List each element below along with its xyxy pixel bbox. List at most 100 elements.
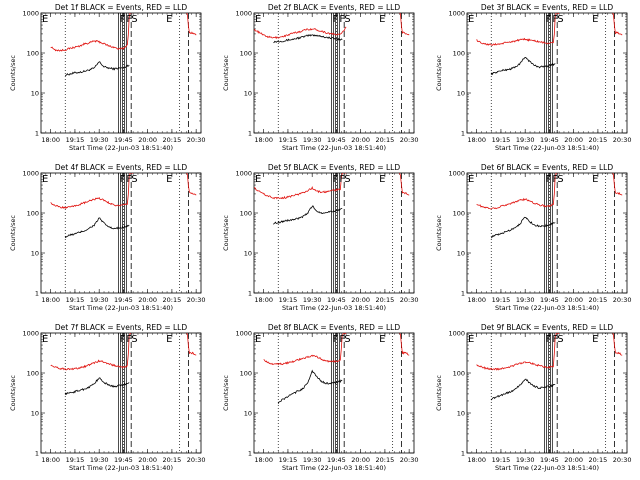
segment-marker-e: E — [255, 14, 261, 25]
segment-marker-e: E — [166, 334, 172, 345]
x-tick-label: 20:30 — [400, 136, 419, 144]
reference-lines — [277, 173, 402, 293]
x-tick-label: 20:30 — [187, 296, 206, 304]
series-group — [476, 173, 623, 239]
x-axis-label: Start Time (22-Jun-03 18:51:40) — [495, 144, 599, 152]
events-series-line — [490, 216, 556, 239]
y-tick-label: 1000 — [235, 330, 252, 338]
x-tick-label: 20:00 — [351, 296, 370, 304]
segment-marker-e: E — [468, 174, 474, 185]
events-series-line — [64, 217, 130, 239]
reference-lines — [490, 13, 615, 133]
lld-series-line — [612, 13, 623, 36]
x-tick-label: 20:00 — [138, 136, 157, 144]
lld-series-line — [476, 333, 560, 371]
y-axis-label: Counts/sec — [222, 375, 230, 411]
y-tick-label: 10 — [457, 90, 465, 98]
y-tick-label: 1000 — [22, 170, 39, 178]
y-tick-label: 10 — [244, 410, 252, 418]
x-tick-label: 20:15 — [163, 456, 182, 464]
axes-frame — [466, 332, 628, 454]
x-tick-label: 20:00 — [564, 136, 583, 144]
x-tick-label: 19:15 — [66, 136, 85, 144]
segment-marker-f: F — [552, 14, 558, 25]
x-axis-label: Start Time (22-Jun-03 18:51:40) — [282, 464, 386, 472]
x-tick-label: 19:30 — [90, 456, 109, 464]
lld-series-line — [612, 173, 623, 196]
segment-marker-f: F — [546, 174, 552, 185]
x-tick-label: 19:45 — [540, 456, 559, 464]
y-tick-label: 100 — [453, 370, 465, 378]
y-tick-label: 10 — [31, 410, 39, 418]
axes-frame — [466, 172, 628, 294]
x-tick-label: 19:15 — [66, 296, 85, 304]
events-series-line — [64, 61, 130, 77]
y-tick-label: 100 — [240, 210, 252, 218]
y-tick-label: 1000 — [235, 170, 252, 178]
lld-series-line — [186, 333, 197, 356]
segment-marker-f: F — [120, 174, 126, 185]
axes-frame — [253, 172, 415, 294]
lld-series-line — [476, 173, 560, 210]
x-tick-label: 20:00 — [138, 296, 157, 304]
reference-lines — [277, 333, 402, 453]
x-tick-label: 20:00 — [351, 136, 370, 144]
y-tick-label: 10 — [31, 90, 39, 98]
reference-lines — [277, 13, 402, 133]
x-tick-label: 19:45 — [114, 456, 133, 464]
x-tick-label: 20:15 — [163, 296, 182, 304]
x-tick-label: 19:30 — [516, 136, 535, 144]
segment-marker-e: E — [379, 174, 385, 185]
y-tick-label: 1000 — [448, 170, 465, 178]
x-tick-label: 20:30 — [613, 136, 632, 144]
chart-panel-4: Det 4f BLACK = Events, RED = LLD 1 10 100 10… — [9, 163, 206, 312]
x-tick-label: 19:15 — [492, 136, 511, 144]
segment-marker-f: F — [126, 174, 132, 185]
y-tick-label: 10 — [457, 410, 465, 418]
segment-marker-f: F — [546, 334, 552, 345]
y-tick-label: 1 — [35, 130, 39, 138]
x-tick-label: 18:00 — [254, 296, 273, 304]
lld-series-line — [186, 173, 197, 196]
segment-marker-s: S — [557, 334, 563, 345]
x-tick-label: 18:00 — [41, 296, 60, 304]
x-tick-label: 20:30 — [187, 456, 206, 464]
x-tick-label: 20:00 — [351, 456, 370, 464]
segment-marker-f: F — [339, 174, 345, 185]
panel-title: Det 6f BLACK = Events, RED = LLD — [481, 163, 614, 172]
reference-lines — [64, 173, 189, 293]
axes-frame — [40, 172, 202, 294]
y-tick-label: 10 — [244, 250, 252, 258]
panel-title: Det 2f BLACK = Events, RED = LLD — [268, 3, 401, 12]
x-axis-label: Start Time (22-Jun-03 18:51:40) — [495, 304, 599, 312]
series-group — [50, 173, 197, 239]
reference-lines — [490, 173, 615, 293]
segment-marker-s: S — [131, 14, 137, 25]
y-tick-label: 100 — [240, 370, 252, 378]
y-tick-label: 1 — [35, 290, 39, 298]
y-tick-label: 100 — [27, 50, 39, 58]
panel-title: Det 4f BLACK = Events, RED = LLD — [55, 163, 188, 172]
segment-marker-f: F — [333, 14, 339, 25]
reference-lines — [64, 333, 189, 453]
x-tick-label: 20:00 — [138, 456, 157, 464]
x-tick-label: 19:45 — [327, 456, 346, 464]
x-tick-label: 20:15 — [589, 296, 608, 304]
x-tick-label: 19:30 — [90, 136, 109, 144]
reference-lines — [490, 333, 615, 453]
events-series-line — [273, 205, 343, 225]
panel-title: Det 8f BLACK = Events, RED = LLD — [268, 323, 401, 332]
chart-panel-3: Det 3f BLACK = Events, RED = LLD 1 10 100 10… — [435, 3, 632, 152]
x-tick-label: 18:00 — [254, 136, 273, 144]
series-group — [254, 13, 410, 44]
x-tick-label: 19:45 — [540, 136, 559, 144]
y-tick-label: 1 — [461, 130, 465, 138]
x-tick-label: 19:15 — [279, 296, 298, 304]
x-tick-label: 18:00 — [254, 456, 273, 464]
x-tick-label: 19:30 — [303, 456, 322, 464]
axes-frame — [40, 332, 202, 454]
x-tick-label: 19:30 — [90, 296, 109, 304]
x-tick-label: 19:45 — [327, 136, 346, 144]
segment-marker-e: E — [42, 334, 48, 345]
